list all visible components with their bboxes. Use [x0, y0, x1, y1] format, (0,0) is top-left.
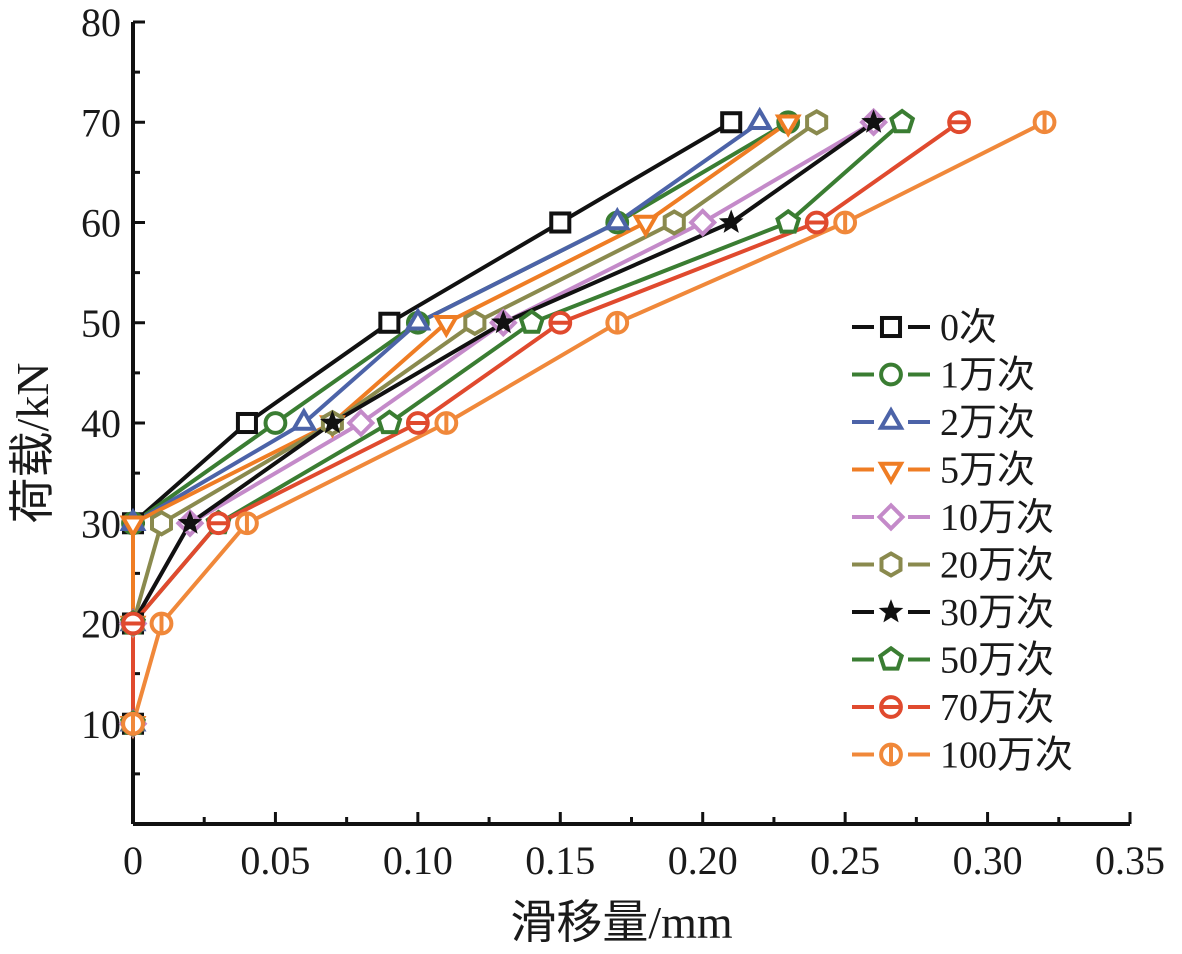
legend-label: 30万次	[940, 592, 1054, 634]
data-point-8-1	[121, 611, 145, 636]
legend-marker	[879, 742, 903, 767]
series-line-5	[131, 120, 818, 724]
data-point-9-0	[121, 711, 145, 736]
legend-entry: 10万次	[852, 497, 1054, 539]
data-point-1-3	[263, 411, 288, 435]
x-tick-label: 0.10	[383, 838, 453, 883]
legend-marker	[877, 645, 905, 671]
data-point-7-4	[518, 309, 545, 334]
data-point-0-3	[235, 411, 258, 435]
legend-marker	[879, 362, 903, 387]
y-axis-title: 荷载/kN	[7, 363, 58, 524]
y-tick-label: 60	[81, 201, 121, 246]
x-axis-title: 滑移量/mm	[510, 897, 733, 948]
data-point-6-2	[177, 510, 203, 534]
legend-label: 20万次	[940, 545, 1054, 587]
x-tick-label: 0.05	[240, 838, 310, 883]
legend-marker	[879, 551, 903, 578]
data-point-7-6	[889, 108, 916, 134]
data-point-8-5	[804, 210, 829, 235]
data-point-2-3	[290, 407, 318, 431]
legend-entry: 30万次	[852, 592, 1054, 634]
legend-marker	[876, 502, 906, 532]
data-point-2-5	[603, 206, 631, 231]
x-tick-label: 0.30	[953, 838, 1023, 883]
series-line-0	[131, 120, 733, 724]
y-tick-label: 50	[81, 301, 121, 346]
data-point-9-6	[1032, 110, 1057, 135]
x-tick-label: 0.25	[810, 838, 880, 883]
legend-entry: 0次	[852, 307, 997, 349]
y-tick-label: 20	[81, 602, 121, 647]
data-point-7-5	[775, 208, 802, 234]
legend-marker	[878, 599, 904, 623]
legend-label: 70万次	[940, 687, 1054, 729]
legend-label: 2万次	[940, 402, 1035, 444]
legend-entry: 1万次	[852, 355, 1035, 397]
data-point-8-3	[405, 411, 430, 435]
y-tick-label: 70	[81, 100, 121, 145]
data-point-9-1	[149, 611, 174, 636]
legend-marker	[879, 695, 903, 719]
data-point-9-5	[833, 210, 858, 235]
data-point-0-4	[378, 311, 401, 334]
data-point-0-6	[720, 111, 743, 134]
data-point-7-3	[376, 409, 403, 435]
data-point-4-3	[346, 408, 376, 438]
data-point-5-5	[662, 209, 686, 236]
legend-marker	[877, 461, 905, 486]
data-point-5-6	[805, 108, 829, 136]
data-point-6-3	[320, 409, 345, 434]
data-point-3-2	[119, 515, 147, 539]
data-point-6-4	[490, 309, 516, 334]
x-tick-label: 0	[123, 838, 143, 883]
legend-label: 1万次	[940, 355, 1035, 397]
legend-entry: 50万次	[852, 640, 1054, 682]
y-tick-label: 80	[81, 0, 121, 45]
legend-label: 5万次	[940, 450, 1035, 492]
legend-entry: 5万次	[852, 450, 1035, 492]
legend-marker	[879, 315, 903, 339]
data-point-2-4	[404, 307, 432, 331]
data-point-2-6	[746, 106, 774, 130]
data-point-9-3	[434, 411, 459, 435]
legend-entry: 100万次	[852, 735, 1073, 777]
legend-entry: 70万次	[852, 687, 1054, 729]
data-point-3-4	[432, 315, 460, 339]
legend-entry: 20万次	[852, 545, 1054, 587]
legend-label: 100万次	[940, 735, 1073, 777]
data-point-0-5	[549, 211, 572, 234]
legend-label: 0次	[940, 307, 997, 349]
data-point-8-4	[548, 310, 573, 335]
legend-entry: 2万次	[852, 402, 1035, 444]
data-point-4-5	[688, 208, 718, 237]
x-tick-label: 0.35	[1095, 838, 1165, 883]
legend: 0次 1万次 2万次 5万次 10万次 20万次 30万次 50万次 70万次 100万次	[852, 307, 1073, 777]
axes: 0 0.05 0.10 0.15 0.20 0.25 0.30 0.35 10 20 30 40 50 6…	[81, 0, 1165, 883]
data-point-8-6	[947, 110, 971, 135]
data-point-3-6	[774, 114, 802, 138]
data-point-9-4	[605, 310, 630, 335]
x-tick-label: 0.15	[525, 838, 595, 883]
data-point-6-5	[718, 209, 744, 233]
data-point-9-2	[235, 511, 259, 536]
data-point-3-5	[632, 214, 660, 239]
legend-label: 10万次	[940, 497, 1054, 539]
x-tick-label: 0.20	[668, 838, 738, 883]
y-tick-label: 40	[81, 401, 121, 446]
data-point-5-4	[463, 309, 487, 337]
data-point-6-6	[861, 109, 886, 133]
legend-marker	[877, 406, 905, 430]
data-point-5-2	[150, 509, 173, 537]
y-tick-label: 10	[81, 702, 121, 747]
data-point-8-2	[206, 511, 231, 536]
y-tick-label: 30	[81, 501, 121, 546]
legend-label: 50万次	[940, 640, 1054, 682]
series-markers	[118, 106, 1057, 740]
